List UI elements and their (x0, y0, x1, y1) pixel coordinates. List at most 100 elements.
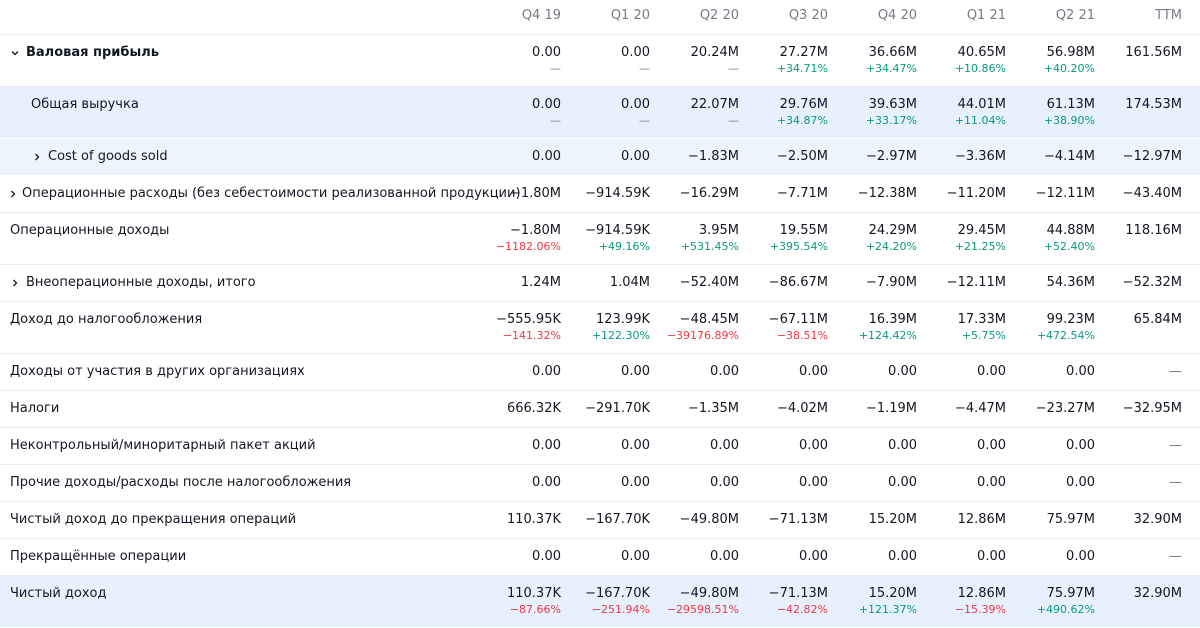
cell-value: −12.97M (1122, 149, 1182, 164)
value-cell: 0.00 (472, 465, 561, 491)
cell-change: +5.75% (961, 329, 1006, 342)
table-row[interactable]: Валовая прибыль 0.00 — 0.00 — 20.24M — 27.27M +3… (0, 35, 1200, 87)
value-cell: — (1095, 539, 1200, 565)
value-cell: −12.97M (1095, 139, 1200, 165)
cell-value: 0.00 (888, 438, 917, 453)
cell-value: 0.00 (532, 45, 561, 60)
column-header-ttm[interactable]: TTM (1155, 8, 1182, 23)
cell-value: −12.38M (857, 186, 917, 201)
table-row: Прочие доходы/расходы после налогообложе… (0, 465, 1200, 502)
cell-value: 110.37K (506, 586, 561, 601)
cell-value: 110.37K (506, 512, 561, 527)
table-row[interactable]: Операционные расходы (без себестоимости … (0, 176, 1200, 213)
chevron-down-icon[interactable] (8, 46, 22, 60)
value-cell: 0.00 — (472, 35, 561, 76)
chevron-right-icon[interactable] (8, 276, 22, 290)
cell-change: — (550, 62, 561, 75)
value-cell: 17.33M +5.75% (917, 302, 1006, 343)
table-row[interactable]: Cost of goods sold 0.00 0.00 −1.83M −2.50M −2… (0, 139, 1200, 176)
row-label-cell: Операционные доходы (0, 213, 472, 238)
row-label: Внеоперационные доходы, итого (26, 275, 256, 290)
column-header[interactable]: Q4 19 (521, 8, 561, 23)
value-cell: 666.32K (472, 391, 561, 417)
table-row[interactable]: Внеоперационные доходы, итого 1.24M 1.04M −… (0, 265, 1200, 302)
cell-change: −141.32% (502, 329, 561, 342)
value-cell: — (1095, 354, 1200, 380)
cell-change: +38.90% (1043, 114, 1095, 127)
table-header: Q4 19 Q1 20 Q2 20 Q3 20 Q4 20 Q1 21 Q2 2… (0, 0, 1200, 35)
cell-value: 32.90M (1133, 586, 1182, 601)
value-cell: 56.98M +40.20% (1006, 35, 1095, 76)
column-header[interactable]: Q4 20 (877, 8, 917, 23)
value-cell: 0.00 (472, 354, 561, 380)
cell-value: 44.88M (1046, 223, 1095, 238)
cell-value: −52.32M (1122, 275, 1182, 290)
cell-value: −4.14M (1043, 149, 1095, 164)
table-row: Операционные доходы −1.80M −1182.06% −914.5… (0, 213, 1200, 265)
cell-value: 0.00 (621, 149, 650, 164)
value-cell: 0.00 (650, 465, 739, 491)
cell-change: −1182.06% (495, 240, 561, 253)
cell-change: +34.47% (865, 62, 917, 75)
column-header[interactable]: Q3 20 (788, 8, 828, 23)
cell-value: 123.99K (595, 312, 650, 327)
cell-value: 36.66M (868, 45, 917, 60)
cell-value: −71.13M (768, 512, 828, 527)
value-cell: −52.32M (1095, 265, 1200, 291)
cell-value: 3.95M (698, 223, 739, 238)
cell-value: −1.35M (687, 401, 739, 416)
column-header[interactable]: Q2 21 (1055, 8, 1095, 23)
chevron-right-icon[interactable] (30, 150, 44, 164)
value-cell: −1.80M (472, 176, 561, 202)
column-header[interactable]: Q1 21 (966, 8, 1006, 23)
cell-value: −49.80M (679, 512, 739, 527)
cell-change: — (550, 114, 561, 127)
row-label: Доход до налогообложения (10, 312, 203, 327)
cell-value: 0.00 (888, 475, 917, 490)
value-cell: −49.80M −29598.51% (650, 576, 739, 617)
row-label-cell: Общая выручка (0, 87, 472, 112)
cell-change: +33.17% (865, 114, 917, 127)
value-cell: −11.20M (917, 176, 1006, 202)
cell-value: −167.70K (585, 586, 650, 601)
cell-change: +395.54% (769, 240, 828, 253)
value-cell: −4.47M (917, 391, 1006, 417)
value-cell: 0.00 (1006, 465, 1095, 491)
cell-value: 174.53M (1125, 97, 1182, 112)
value-cell: 0.00 (1006, 539, 1095, 565)
cell-value: −2.50M (776, 149, 828, 164)
cell-value: — (1169, 364, 1182, 379)
table-row: Чистый доход до прекращения операций 110.… (0, 502, 1200, 539)
cell-value: 0.00 (1066, 475, 1095, 490)
value-cell: −1.83M (650, 139, 739, 165)
cell-change: — (728, 62, 739, 75)
value-cell: 27.27M +34.71% (739, 35, 828, 76)
cell-value: 19.55M (779, 223, 828, 238)
value-cell: −86.67M (739, 265, 828, 291)
value-cell: −914.59K +49.16% (561, 213, 650, 254)
column-header[interactable]: Q2 20 (699, 8, 739, 23)
cell-change: −87.66% (509, 603, 561, 616)
value-cell: 19.55M +395.54% (739, 213, 828, 254)
row-label: Общая выручка (31, 97, 139, 112)
cell-value: −555.95K (496, 312, 561, 327)
cell-value: 118.16M (1125, 223, 1182, 238)
value-cell: −43.40M (1095, 176, 1200, 202)
cell-value: 29.45M (957, 223, 1006, 238)
value-cell: 0.00 (650, 539, 739, 565)
row-label-cell: Внеоперационные доходы, итого (0, 265, 472, 290)
cell-value: 16.39M (868, 312, 917, 327)
cell-value: 0.00 (710, 364, 739, 379)
value-cell: 1.04M (561, 265, 650, 291)
cell-value: 44.01M (957, 97, 1006, 112)
cell-value: 0.00 (799, 475, 828, 490)
value-cell: −49.80M (650, 502, 739, 528)
cell-value: −11.20M (946, 186, 1006, 201)
value-cell: 24.29M +24.20% (828, 213, 917, 254)
cell-value: −86.67M (768, 275, 828, 290)
value-cell: −1.80M −1182.06% (472, 213, 561, 254)
cell-value: 0.00 (532, 475, 561, 490)
chevron-right-icon[interactable] (8, 187, 18, 201)
column-header[interactable]: Q1 20 (610, 8, 650, 23)
cell-change: +34.87% (776, 114, 828, 127)
